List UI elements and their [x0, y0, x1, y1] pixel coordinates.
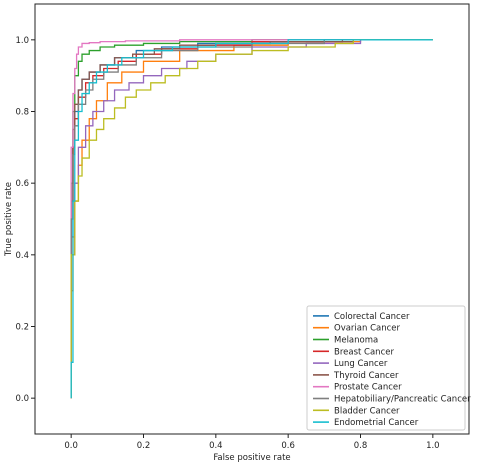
legend-entry: Bladder Cancer: [334, 406, 400, 416]
x-tick-label: 1.0: [426, 441, 440, 451]
y-tick-label: 0.8: [15, 108, 29, 118]
x-tick-label: 0.6: [281, 441, 295, 451]
y-tick-label: 0.4: [15, 251, 29, 261]
x-tick-label: 0.0: [64, 441, 78, 451]
legend-entry: Colorectal Cancer: [334, 312, 410, 322]
x-axis: 0.0 0.2 0.4 0.6 0.8 1.0: [64, 434, 440, 451]
x-tick-label: 0.2: [137, 441, 151, 451]
legend-entry: Lung Cancer: [334, 359, 388, 369]
legend-entry: Endometrial Cancer: [334, 418, 419, 428]
y-tick-label: 0.0: [15, 394, 29, 404]
series-layer: [70, 39, 433, 399]
series-line-bladder-cancer: [70, 39, 433, 399]
y-tick-label: 1.0: [15, 36, 29, 46]
legend-box: [306, 305, 466, 431]
y-axis-label: True positive rate: [4, 182, 14, 257]
legend-entry: Ovarian Cancer: [334, 324, 401, 334]
y-tick-label: 0.6: [15, 179, 29, 189]
y-tick-label: 0.2: [15, 323, 29, 333]
legend-entry: Breast Cancer: [334, 347, 394, 357]
legend-entry: Thyroid Cancer: [333, 371, 399, 381]
x-tick-label: 0.8: [354, 441, 368, 451]
legend-entry: Hepatobiliary/Pancreatic Cancer: [334, 395, 471, 405]
plot-frame: [34, 3, 470, 435]
series-line-endometrial-cancer: [70, 39, 433, 399]
legend-entry: Prostate Cancer: [334, 383, 402, 393]
legend-entry: Melanoma: [334, 336, 378, 346]
y-axis: 0.0 0.2 0.4 0.6 0.8 1.0: [15, 36, 35, 404]
x-axis-label: False positive rate: [213, 453, 290, 463]
x-tick-label: 0.4: [209, 441, 223, 451]
series-line-prostate-cancer: [70, 39, 433, 399]
